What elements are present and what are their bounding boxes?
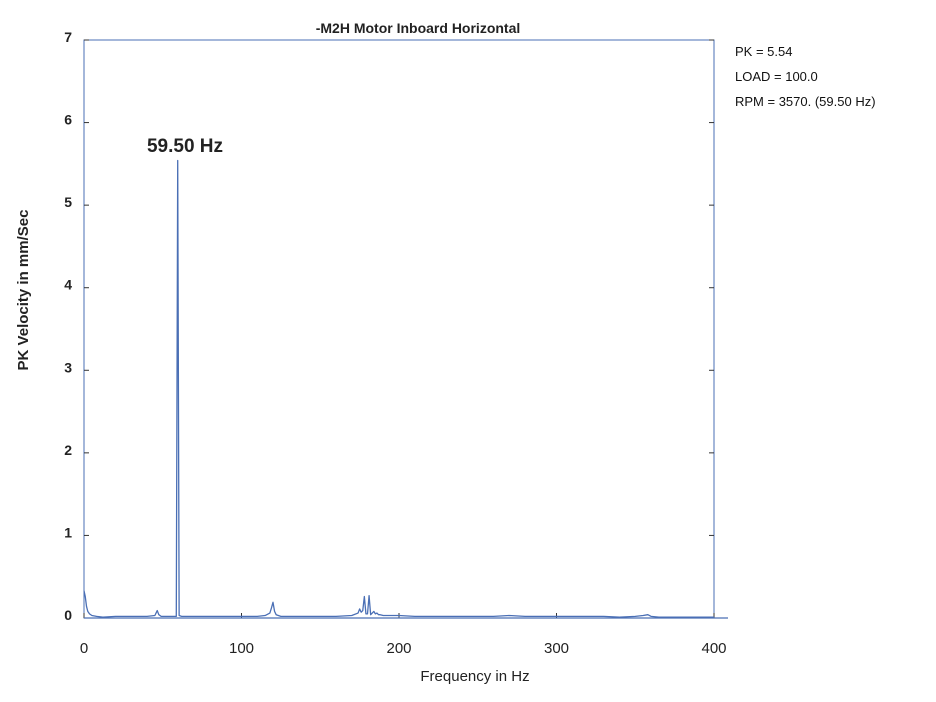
x-tick-label-2: 200 bbox=[386, 640, 411, 657]
load-readout: LOAD = 100.0 bbox=[735, 69, 818, 84]
y-tick-label-3: 3 bbox=[64, 359, 72, 375]
y-tick-label-1: 1 bbox=[64, 524, 72, 540]
chart-title: -M2H Motor Inboard Horizontal bbox=[316, 20, 521, 36]
y-tick-label-0: 0 bbox=[64, 607, 72, 623]
y-tick-label-4: 4 bbox=[64, 277, 72, 293]
x-tick-label-4: 400 bbox=[701, 640, 726, 657]
spectrum-series-line-0 bbox=[83, 159, 714, 618]
plot-frame bbox=[83, 39, 715, 619]
x-axis-label: Frequency in Hz bbox=[420, 668, 529, 685]
y-axis-label: PK Velocity in mm/Sec bbox=[15, 210, 32, 371]
y-tick-label-5: 5 bbox=[64, 194, 72, 210]
x-tick-label-1: 100 bbox=[229, 640, 254, 657]
y-tick-label-6: 6 bbox=[64, 112, 72, 128]
axis-ticks: 0 1 2 3 4 5 6 7 0 100 200 300 400 bbox=[64, 29, 728, 657]
y-tick-label-7: 7 bbox=[64, 29, 72, 45]
x-tick-label-0: 0 bbox=[80, 640, 88, 657]
x-tick-label-3: 300 bbox=[544, 640, 569, 657]
y-tick-label-2: 2 bbox=[64, 442, 72, 458]
peak-annotation: 59.50 Hz bbox=[147, 136, 223, 157]
rpm-readout: RPM = 3570. (59.50 Hz) bbox=[735, 94, 876, 109]
series-group bbox=[83, 159, 714, 618]
pk-readout: PK = 5.54 bbox=[735, 44, 793, 59]
